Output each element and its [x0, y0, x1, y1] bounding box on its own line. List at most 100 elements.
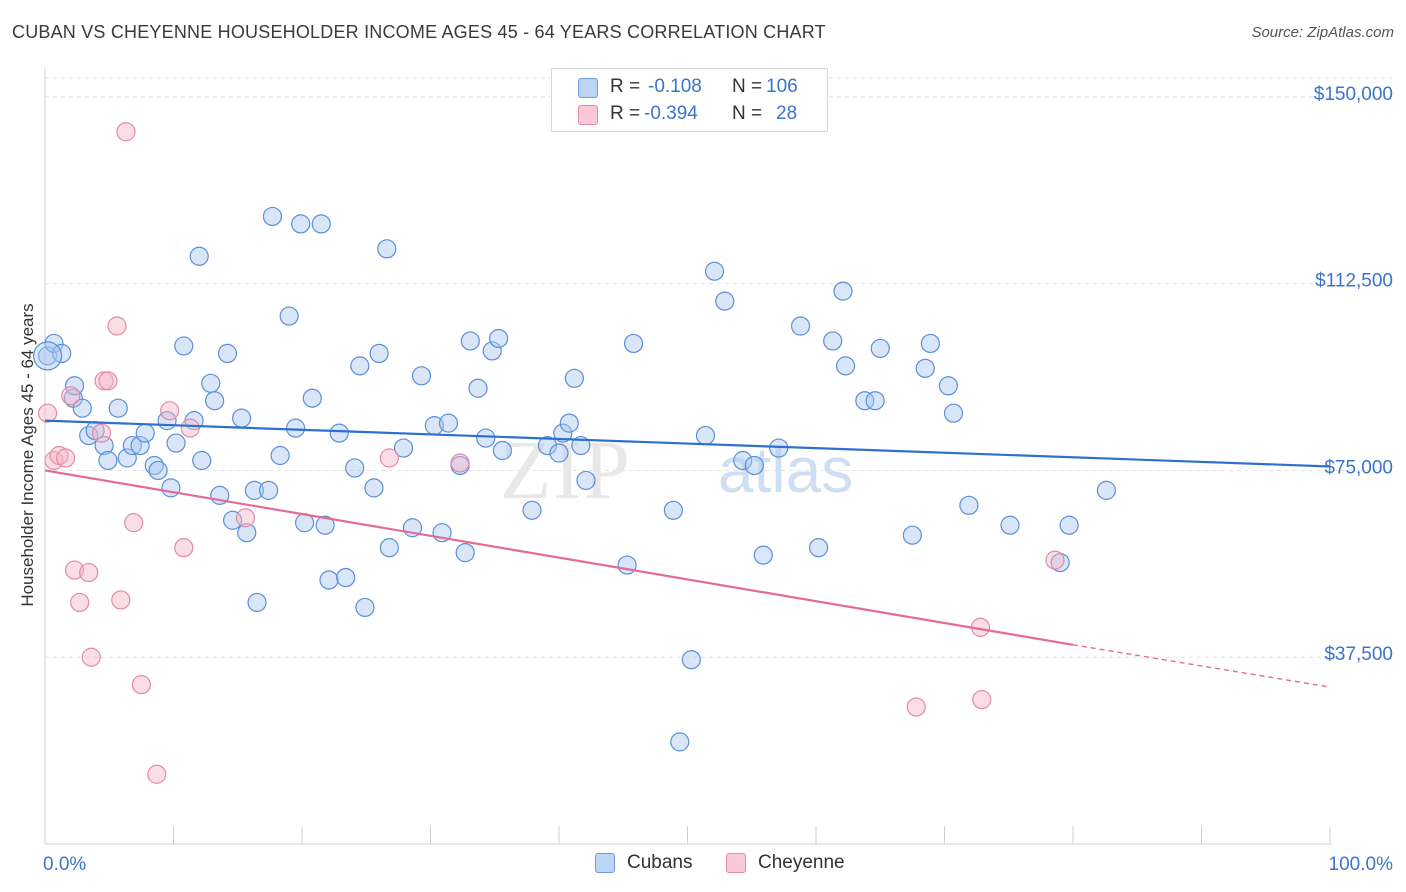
data-point — [393, 438, 414, 458]
data-point — [364, 478, 384, 498]
data-point — [336, 567, 356, 588]
data-point — [237, 523, 257, 543]
data-point-cluster — [32, 341, 63, 371]
data-point — [460, 331, 480, 351]
data-point — [943, 403, 964, 423]
legend-swatch-cubans — [578, 78, 598, 98]
data-point — [98, 450, 118, 471]
correlation-legend: R = -0.108 N = 106 R = -0.394 N = 28 — [551, 68, 828, 132]
legend-swatch-cheyenne — [578, 105, 598, 125]
data-point — [61, 386, 81, 406]
data-point — [906, 697, 926, 717]
data-point — [972, 689, 992, 710]
data-point — [455, 543, 475, 563]
data-point — [107, 316, 127, 336]
data-point — [559, 413, 579, 433]
data-point — [285, 418, 306, 438]
y-tick-labels: $37,500 $75,000 $112,500 $150,000 — [1314, 84, 1393, 665]
data-point — [476, 428, 496, 448]
data-point — [345, 458, 365, 478]
data-point — [279, 306, 299, 326]
data-point — [148, 460, 168, 481]
data-point — [217, 343, 238, 364]
x-tick-labels: 0.0% 100.0% — [43, 854, 1393, 875]
data-point — [244, 480, 265, 500]
data-point — [319, 570, 339, 590]
data-point — [262, 206, 283, 227]
series-cheyenne — [37, 122, 1065, 784]
data-point — [920, 333, 940, 354]
data-point — [576, 470, 596, 491]
data-point — [302, 388, 322, 408]
data-point — [377, 239, 397, 259]
data-point — [489, 328, 509, 349]
data-point — [959, 495, 979, 515]
data-point — [564, 368, 585, 388]
data-point — [1096, 480, 1117, 500]
data-point — [37, 403, 58, 423]
bottom-legend-swatch-cheyenne — [726, 853, 746, 873]
data-point — [147, 764, 167, 784]
data-point — [64, 376, 85, 396]
data-point — [235, 508, 256, 528]
legend-r-value: -0.108 — [648, 76, 702, 97]
data-point — [482, 341, 502, 361]
data-point — [790, 316, 811, 336]
gridlines — [45, 77, 1392, 658]
legend-r-label: R = — [610, 76, 641, 97]
data-point — [571, 435, 591, 456]
data-point — [670, 732, 690, 752]
data-point — [116, 122, 136, 142]
data-point — [70, 592, 90, 613]
legend-n-value: 106 — [766, 76, 798, 97]
data-point — [180, 418, 200, 438]
trend-line-cubans — [44, 419, 1331, 468]
data-point — [492, 440, 513, 461]
trend-line-extension-cheyenne — [1072, 644, 1331, 688]
data-point — [468, 378, 488, 398]
data-point — [124, 513, 144, 533]
data-point — [201, 373, 221, 393]
y-tick-label: $37,500 — [1324, 644, 1393, 665]
data-point — [379, 448, 399, 468]
data-point — [135, 423, 155, 443]
data-point — [315, 515, 335, 535]
data-point — [350, 356, 370, 376]
data-point — [823, 331, 843, 351]
data-point — [117, 448, 137, 468]
data-point — [98, 371, 118, 391]
data-point — [174, 336, 194, 356]
data-point — [522, 500, 542, 520]
data-point — [174, 538, 194, 558]
data-point — [232, 408, 252, 428]
data-point — [111, 590, 131, 610]
data-point — [205, 391, 225, 411]
data-point — [91, 423, 112, 443]
data-point — [355, 597, 375, 618]
data-point — [166, 433, 186, 453]
data-point — [744, 455, 764, 476]
data-point — [161, 478, 181, 498]
chart-source: Source: ZipAtlas.com — [1251, 24, 1394, 41]
data-point — [537, 435, 558, 456]
data-point — [617, 555, 637, 575]
data-point — [1000, 515, 1020, 535]
data-point — [715, 291, 735, 311]
data-point — [379, 538, 399, 558]
data-point — [270, 445, 290, 466]
x-tick-label-max: 100.0% — [1329, 854, 1394, 875]
data-point — [870, 338, 890, 359]
data-point — [553, 423, 573, 443]
y-tick-label: $75,000 — [1324, 457, 1393, 478]
data-point — [130, 435, 150, 456]
bottom-legend-label-cheyenne: Cheyenne — [758, 852, 845, 873]
legend-n-label: N = — [732, 76, 763, 97]
legend-r-value: -0.394 — [644, 103, 698, 124]
data-point — [131, 675, 151, 695]
data-point — [663, 500, 683, 520]
data-point — [915, 358, 935, 378]
chart-title: CUBAN VS CHEYENNE HOUSEHOLDER INCOME AGE… — [12, 22, 826, 42]
data-point — [369, 343, 389, 364]
data-point — [1059, 515, 1079, 535]
